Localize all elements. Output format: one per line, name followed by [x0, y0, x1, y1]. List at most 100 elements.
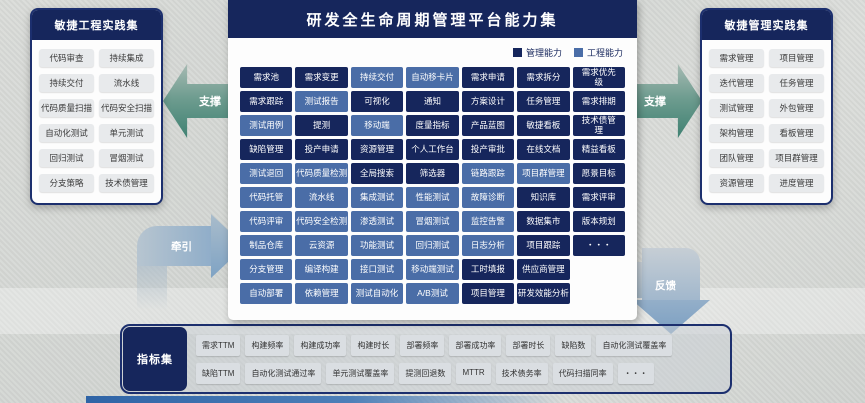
metric-chip: 自动化测试通过率: [245, 362, 322, 384]
capability-cell: 冒烟测试: [406, 211, 459, 232]
capability-cell: 需求评审: [572, 187, 625, 208]
metrics-row-2: 缺陷TTM 自动化测试通过率 单元测试覆盖率 提测回退数 MTTR 技术债务率 …: [196, 362, 722, 384]
metrics-set-title: 指标集: [123, 327, 187, 391]
metric-chip: 提测回退数: [399, 362, 452, 384]
practice-chip: 项目群管理: [769, 149, 824, 167]
capability-grid-main: 需求池 需求变更 持续交付 自动移卡片 需求申请 需求拆分 需求优先 级 需求跟…: [240, 67, 625, 256]
feedback-arrow-label: 反馈: [655, 280, 676, 292]
capability-cell: 持续交付: [350, 67, 404, 88]
capability-cell: 代码质量检测: [295, 163, 348, 184]
right-panel-items: 需求管理 项目管理 迭代管理 任务管理 测试管理 外包管理 架构管理 看板管理 …: [702, 40, 831, 201]
practice-chip: 回归测试: [39, 149, 94, 167]
capability-cell: 投产申请: [295, 139, 348, 160]
legend-engineering-label: 工程能力: [586, 47, 623, 58]
capability-cell: 回归测试: [406, 235, 459, 256]
capability-cell: 移动端: [350, 115, 404, 136]
capability-cell: 代码托管: [240, 187, 293, 208]
practice-chip: 资源管理: [709, 174, 764, 192]
capability-cell: 分支管理: [240, 259, 293, 280]
capability-cell: 方案设计: [461, 91, 515, 112]
metrics-row-1: 需求TTM 构建频率 构建成功率 构建时长 部署频率 部署成功率 部署时长 缺陷…: [196, 334, 722, 356]
capability-cell: 需求排期: [572, 91, 625, 112]
practice-chip: 外包管理: [769, 99, 824, 117]
capability-cell: 依赖管理: [295, 283, 348, 304]
capability-cell: 版本规划: [572, 211, 625, 232]
capability-cell: 研发效能分析: [517, 283, 570, 304]
legend-swatch-engineering: [573, 47, 583, 57]
metric-chip: 技术债务率: [495, 362, 548, 384]
metric-chip: MTTR: [456, 362, 491, 384]
right-panel-title: 敏捷管理实践集: [702, 10, 831, 40]
practice-chip: 进度管理: [769, 174, 824, 192]
capability-grid-bottom: 分支管理 编译构建 接口测试 移动端测试 工时填报 供应商管理 自动部署 依赖管…: [240, 259, 625, 304]
capability-cell: 故障诊断: [461, 187, 515, 208]
feedback-arrow-stem: [642, 248, 700, 304]
capability-cell: 需求拆分: [517, 67, 570, 88]
capability-cell: 项目管理: [461, 283, 515, 304]
capability-cell: 测试自动化: [350, 283, 404, 304]
legend-management-label: 管理能力: [525, 47, 562, 58]
pull-arrow-arm: [137, 226, 213, 266]
capability-cell: 项目群管理: [517, 163, 570, 184]
capability-cell: 移动端测试: [406, 259, 459, 280]
capability-cell: 功能测试: [350, 235, 404, 256]
legend-engineering: 工程能力: [573, 46, 623, 59]
platform-title: 研发全生命周期管理平台能力集: [228, 0, 637, 38]
capability-cell: 任务管理: [517, 91, 570, 112]
capability-cell: 监控告警: [461, 211, 515, 232]
metric-chip: 代码扫描同率: [552, 362, 613, 384]
agile-engineering-practices-panel: 敏捷工程实践集 代码审查 持续集成 持续交付 流水线 代码质量扫描 代码安全扫描…: [30, 8, 163, 205]
practice-chip: 持续交付: [39, 74, 94, 92]
capability-cell: 技术债管 理: [572, 115, 625, 136]
left-panel-items: 代码审查 持续集成 持续交付 流水线 代码质量扫描 代码安全扫描 自动化测试 单…: [32, 40, 161, 201]
legend-swatch-management: [512, 47, 522, 57]
capability-cell: 敏捷看板: [517, 115, 570, 136]
capability-cell: 接口测试: [350, 259, 404, 280]
capability-cell: 缺陷管理: [240, 139, 293, 160]
support-arrow-left-label: 支撑: [199, 96, 221, 108]
capability-cell: 需求优先 级: [572, 67, 625, 88]
practice-chip: 测试管理: [709, 99, 764, 117]
capability-cell: 通知: [406, 91, 459, 112]
metric-chip: ・・・: [617, 362, 654, 384]
capability-cell: 代码评审: [240, 211, 293, 232]
capability-cell: 代码安全检测: [295, 211, 348, 232]
metric-chip: 缺陷TTM: [196, 362, 241, 384]
capability-cell: 集成测试: [350, 187, 404, 208]
capability-cell: 编译构建: [295, 259, 348, 280]
practice-chip: 冒烟测试: [99, 149, 154, 167]
legend-management: 管理能力: [512, 46, 562, 59]
metric-chip: 部署时长: [506, 334, 551, 356]
capability-cell: 工时填报: [461, 259, 515, 280]
capability-cell: 需求变更: [295, 67, 348, 88]
metric-chip: 部署成功率: [449, 334, 502, 356]
capability-cell: 提测: [295, 115, 348, 136]
capability-cell: 需求池: [240, 67, 293, 88]
capability-cell: 个人工作台: [406, 139, 459, 160]
practice-chip: 技术债管理: [99, 174, 154, 192]
capability-cell: A/B测试: [406, 283, 459, 304]
metric-chip: 构建时长: [351, 334, 396, 356]
practice-chip: 团队管理: [709, 149, 764, 167]
practice-chip: 代码审查: [39, 49, 94, 67]
platform-capability-panel: 研发全生命周期管理平台能力集 管理能力 工程能力 需求池 需求变更 持续交付 自…: [228, 0, 637, 320]
capability-cell: 在线文档: [517, 139, 570, 160]
capability-cell: 精益看板: [572, 139, 625, 160]
metric-chip: 缺陷数: [555, 334, 592, 356]
capability-cell: 可视化: [350, 91, 404, 112]
metric-chip: 部署频率: [400, 334, 445, 356]
practice-chip: 项目管理: [769, 49, 824, 67]
left-panel-title: 敏捷工程实践集: [32, 10, 161, 40]
agile-management-practices-panel: 敏捷管理实践集 需求管理 项目管理 迭代管理 任务管理 测试管理 外包管理 架构…: [700, 8, 833, 205]
capability-cell: 测试用例: [240, 115, 293, 136]
metric-chip: 自动化测试覆盖率: [596, 334, 673, 356]
support-arrow-left: 支撑: [163, 64, 230, 138]
capability-cell: 自动移卡片: [406, 67, 459, 88]
capability-cell: 流水线: [295, 187, 348, 208]
capability-cell: 制品仓库: [240, 235, 293, 256]
metric-chip: 单元测试覆盖率: [326, 362, 395, 384]
practice-chip: 需求管理: [709, 49, 764, 67]
capability-cell: 供应商管理: [517, 259, 570, 280]
metrics-chips: 需求TTM 构建频率 构建成功率 构建时长 部署频率 部署成功率 部署时长 缺陷…: [188, 326, 730, 392]
capability-cell: ・・・: [572, 235, 625, 256]
